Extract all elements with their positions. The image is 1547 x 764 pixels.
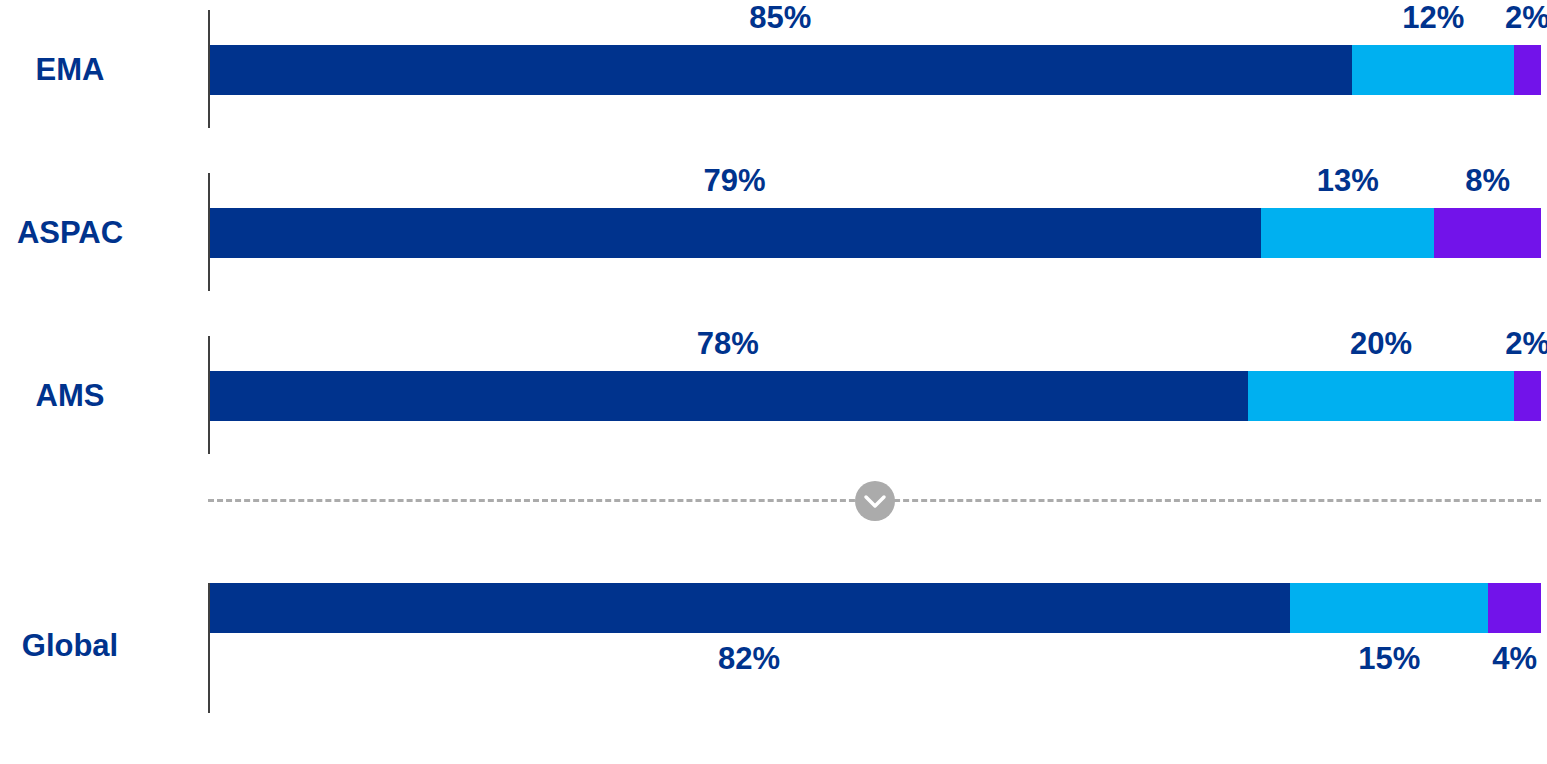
bar-segment: [1290, 583, 1488, 633]
category-label: ASPAC: [0, 208, 140, 258]
bar-segment: [208, 371, 1248, 421]
bar-segment: [1514, 371, 1541, 421]
bar-segment: [1248, 371, 1515, 421]
stacked-bar: [208, 583, 1541, 633]
stacked-bar: [208, 208, 1541, 258]
stacked-bar-chart: EMA85%12%2%ASPAC79%13%8%AMS78%20%2%Globa…: [0, 0, 1547, 718]
survey-region-chart: EMA85%12%2%ASPAC79%13%8%AMS78%20%2%Globa…: [0, 0, 1547, 764]
value-label: 79%: [208, 163, 1261, 201]
chart-row: Global 82%15%4%: [0, 583, 1547, 718]
value-label: 2%: [1514, 326, 1541, 364]
bar-segment: [1434, 208, 1541, 258]
chart-row: ASPAC 79%13%8%: [0, 163, 1547, 326]
axis-tick: [208, 173, 210, 291]
value-label-line: 85%12%2%: [208, 0, 1541, 38]
value-label: 2%: [1514, 0, 1541, 38]
value-label: 13%: [1261, 163, 1434, 201]
bar-segment: [1352, 45, 1514, 95]
row-plot-area: 78%20%2%: [208, 326, 1541, 489]
category-label: EMA: [0, 45, 140, 95]
bar-segment: [208, 208, 1261, 258]
row-plot-area: 82%15%4%: [208, 583, 1541, 718]
value-label: 78%: [208, 326, 1248, 364]
value-label-line: 79%13%8%: [208, 163, 1541, 201]
value-label: 4%: [1488, 641, 1541, 677]
value-label: 82%: [208, 641, 1290, 677]
bar-segment: [208, 583, 1290, 633]
value-label: 20%: [1248, 326, 1515, 364]
value-label-line: 82%15%4%: [208, 641, 1541, 677]
row-plot-area: 79%13%8%: [208, 163, 1541, 326]
region-separator: [208, 489, 1541, 545]
category-label: Global: [0, 621, 140, 671]
category-label: AMS: [0, 371, 140, 421]
value-label: 8%: [1434, 163, 1541, 201]
axis-tick: [208, 336, 210, 454]
stacked-bar: [208, 45, 1541, 95]
value-label: 12%: [1352, 0, 1514, 38]
value-label-line: 78%20%2%: [208, 326, 1541, 364]
bar-segment: [208, 45, 1352, 95]
bar-segment: [1514, 45, 1541, 95]
bar-segment: [1488, 583, 1541, 633]
bar-segment: [1261, 208, 1434, 258]
chart-row: AMS 78%20%2%: [0, 326, 1547, 489]
value-label: 15%: [1290, 641, 1488, 677]
stacked-bar: [208, 371, 1541, 421]
chevron-down-icon[interactable]: [855, 481, 895, 521]
row-plot-area: 85%12%2%: [208, 0, 1541, 163]
axis-tick: [208, 583, 210, 713]
axis-tick: [208, 10, 210, 128]
chart-row: EMA 85%12%2%: [0, 0, 1547, 163]
value-label: 85%: [208, 0, 1352, 38]
